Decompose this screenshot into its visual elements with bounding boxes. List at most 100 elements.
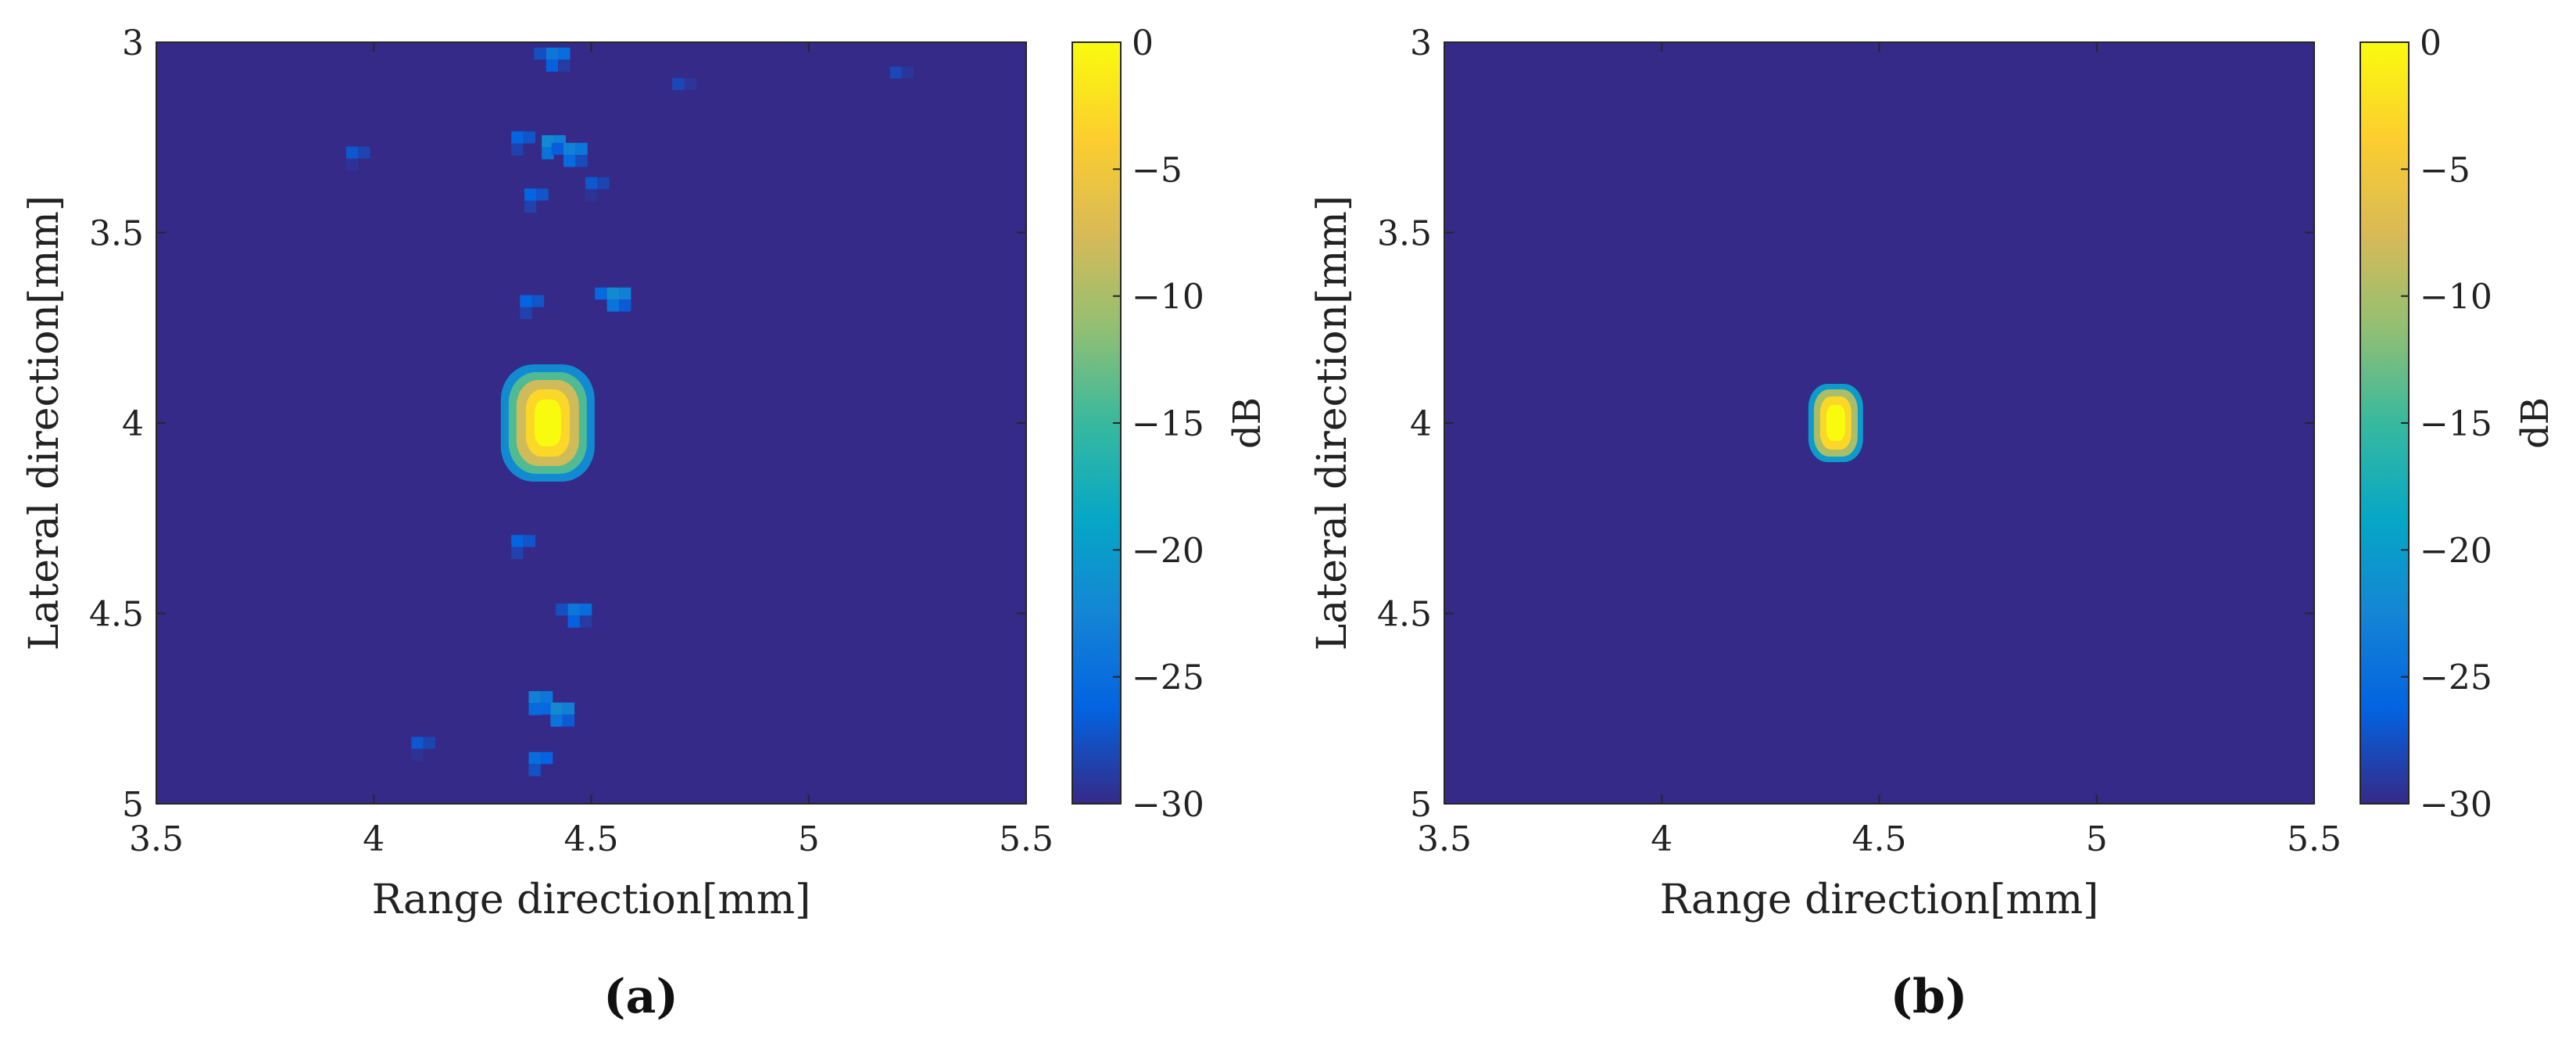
noise-pixel bbox=[567, 615, 580, 628]
colorbar-tick-label: −10 bbox=[2420, 278, 2492, 317]
y-tick-label: 3.5 bbox=[1377, 214, 1432, 254]
noise-pixel bbox=[411, 737, 424, 749]
noise-pixel bbox=[423, 737, 435, 749]
noise-pixel bbox=[672, 77, 685, 91]
colorbar bbox=[1072, 41, 1122, 805]
noise-pixel bbox=[562, 714, 575, 727]
colorbar-tick-label: 0 bbox=[2420, 23, 2442, 63]
colorbar-label: dB bbox=[1225, 397, 1269, 449]
x-tick-label: 4.5 bbox=[564, 819, 619, 859]
y-tick-label: 4.5 bbox=[1377, 595, 1432, 635]
noise-pixel bbox=[511, 131, 524, 144]
x-tick-label: 5 bbox=[798, 819, 820, 859]
noise-pixel bbox=[542, 134, 554, 148]
noise-pixel bbox=[523, 131, 535, 144]
noise-pixel bbox=[536, 188, 549, 201]
noise-pixel bbox=[684, 77, 696, 91]
x-tick-label: 4 bbox=[1651, 819, 1673, 859]
colorbar-tick-label: −5 bbox=[1132, 150, 1182, 190]
noise-pixel bbox=[542, 147, 554, 160]
y-axis-label: Lateral direction[mm] bbox=[21, 195, 68, 651]
colorbar bbox=[2360, 41, 2410, 805]
noise-pixel bbox=[606, 287, 620, 300]
colorbar-label: dB bbox=[2513, 397, 2557, 449]
noise-pixel bbox=[528, 703, 541, 715]
colorbar-tick-label: −30 bbox=[2420, 785, 2492, 825]
x-tick-label: 4.5 bbox=[1852, 819, 1907, 859]
noise-pixel bbox=[595, 287, 607, 300]
panel-a: 3.5 4 4.5 5 5.5 3 3.5 4 4.5 5 Range direction[mm] L… bbox=[21, 23, 1269, 1024]
noise-pixel bbox=[534, 47, 546, 60]
noise-pixel bbox=[619, 287, 631, 300]
noise-pixel bbox=[550, 714, 563, 727]
noise-pixel bbox=[877, 66, 890, 79]
colorbar-tick-label: −20 bbox=[1132, 531, 1204, 571]
noise-pixel bbox=[567, 603, 580, 616]
noise-pixel bbox=[345, 158, 359, 171]
x-tick-label: 5.5 bbox=[2287, 819, 2342, 859]
noise-pixel bbox=[399, 737, 412, 749]
noise-pixel bbox=[597, 177, 610, 189]
noise-pixel bbox=[531, 295, 545, 307]
noise-pixel bbox=[563, 142, 576, 156]
noise-pixel bbox=[556, 603, 568, 616]
plot-background bbox=[1444, 42, 2314, 804]
panel-label-a: (a) bbox=[603, 970, 678, 1024]
noise-pixel bbox=[540, 690, 553, 704]
noise-pixel bbox=[520, 306, 532, 320]
noise-pixel bbox=[606, 299, 620, 312]
noise-pixel bbox=[563, 155, 576, 167]
noise-pixel bbox=[573, 177, 585, 189]
noise-pixel bbox=[538, 702, 551, 715]
colorbar-tick-label: −20 bbox=[2420, 531, 2492, 571]
noise-pixel bbox=[411, 748, 424, 762]
noise-pixel bbox=[551, 142, 564, 156]
noise-pixel bbox=[901, 78, 914, 91]
panel-label-b: (b) bbox=[1890, 970, 1968, 1024]
y-tick-label: 4 bbox=[1410, 404, 1432, 444]
colorbar-tick-label: −5 bbox=[2420, 150, 2470, 190]
heatmap-chart-a: 3.5 4 4.5 5 5.5 3 3.5 4 4.5 5 Range direction[mm] L… bbox=[21, 23, 1269, 923]
noise-pixel bbox=[520, 295, 532, 307]
noise-pixel bbox=[423, 748, 435, 762]
noise-pixel bbox=[546, 59, 559, 72]
y-tick-label: 3 bbox=[122, 23, 144, 63]
noise-pixel bbox=[575, 155, 588, 167]
noise-pixel bbox=[585, 188, 598, 202]
colorbar-tick-label: −25 bbox=[2420, 658, 2492, 698]
colorbar-tick-label: −15 bbox=[2420, 404, 2492, 444]
y-tick-label: 5 bbox=[122, 785, 144, 825]
peak-ring bbox=[1826, 405, 1845, 441]
noise-pixel bbox=[524, 200, 537, 213]
noise-pixel bbox=[511, 143, 524, 156]
noise-pixel bbox=[345, 146, 359, 159]
noise-pixel bbox=[889, 66, 902, 79]
colorbar-tick-label: −25 bbox=[1132, 658, 1204, 698]
noise-pixel bbox=[558, 59, 571, 72]
y-axis-label: Lateral direction[mm] bbox=[1309, 195, 1356, 651]
noise-pixel bbox=[901, 66, 914, 79]
heatmap-chart-b: 3.5 4 4.5 5 5.5 3 3.5 4 4.5 5 Range direction[mm] L… bbox=[1309, 23, 2557, 923]
noise-pixel bbox=[579, 603, 592, 616]
noise-pixel bbox=[546, 47, 559, 60]
noise-pixel bbox=[524, 188, 537, 201]
noise-pixel bbox=[358, 146, 370, 159]
colorbar-tick-label: −15 bbox=[1132, 404, 1204, 444]
y-tick-label: 3 bbox=[1410, 23, 1432, 63]
x-tick-label: 4 bbox=[363, 819, 385, 859]
noise-pixel bbox=[334, 146, 346, 159]
noise-pixel bbox=[562, 702, 575, 715]
noise-pixel bbox=[523, 535, 535, 547]
y-tick-label: 5 bbox=[1410, 785, 1432, 825]
x-tick-label: 5 bbox=[2086, 819, 2108, 859]
noise-pixel bbox=[558, 47, 571, 60]
noise-pixel bbox=[889, 78, 902, 91]
noise-pixel bbox=[528, 690, 541, 704]
panel-b: 3.5 4 4.5 5 5.5 3 3.5 4 4.5 5 Range direction[mm] L… bbox=[1288, 0, 2576, 1061]
noise-pixel bbox=[358, 158, 370, 171]
x-tick-label: 5.5 bbox=[999, 819, 1054, 859]
noise-pixel bbox=[597, 188, 610, 202]
x-tick-label: 3.5 bbox=[129, 819, 184, 859]
x-axis-label: Range direction[mm] bbox=[372, 876, 811, 923]
peak-ring bbox=[534, 400, 561, 446]
